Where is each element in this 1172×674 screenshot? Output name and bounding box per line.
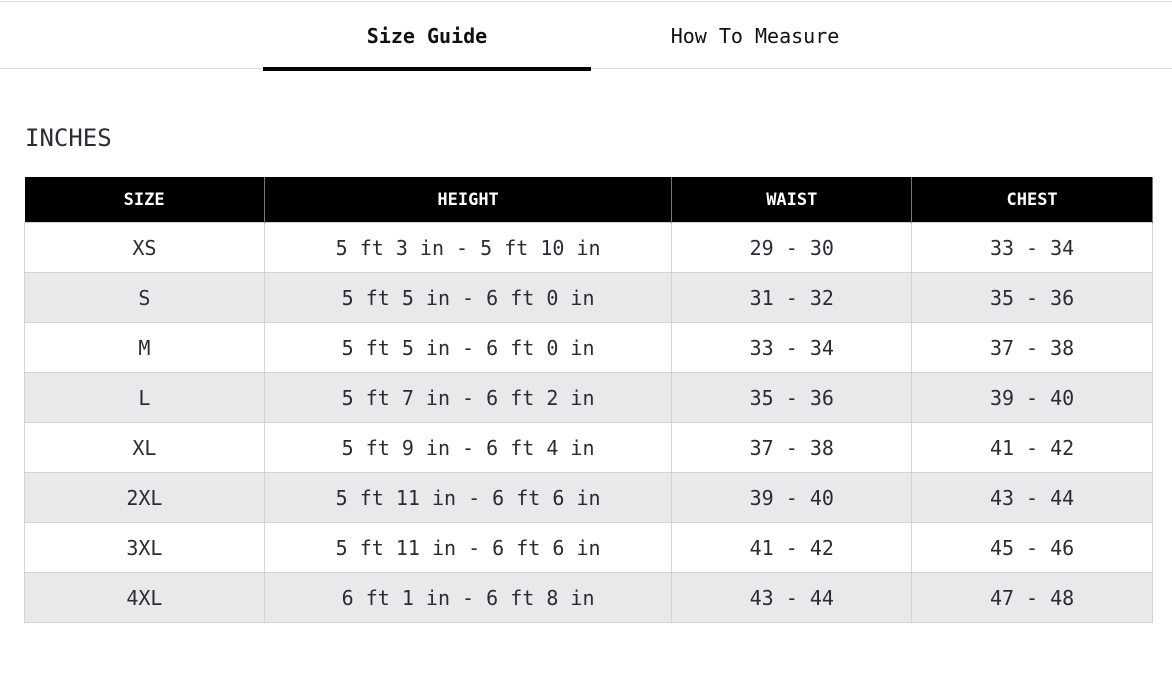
tab-size-guide[interactable]: Size Guide — [263, 2, 591, 71]
cell-size: 4XL — [24, 572, 265, 623]
cell-height: 5 ft 5 in - 6 ft 0 in — [263, 322, 673, 373]
cell-chest: 33 - 34 — [911, 222, 1153, 273]
cell-size: L — [24, 372, 265, 423]
cell-size: XS — [24, 222, 265, 273]
header-waist: WAIST — [671, 177, 913, 223]
cell-height: 5 ft 3 in - 5 ft 10 in — [263, 222, 673, 273]
cell-waist: 43 - 44 — [671, 572, 913, 623]
cell-waist: 37 - 38 — [671, 422, 913, 473]
cell-waist: 35 - 36 — [671, 372, 913, 423]
table-row: XL 5 ft 9 in - 6 ft 4 in 37 - 38 41 - 42 — [24, 422, 1153, 473]
cell-waist: 29 - 30 — [671, 222, 913, 273]
cell-waist: 33 - 34 — [671, 322, 913, 373]
cell-height: 5 ft 11 in - 6 ft 6 in — [263, 472, 673, 523]
cell-size: M — [24, 322, 265, 373]
cell-size: 2XL — [24, 472, 265, 523]
cell-height: 5 ft 9 in - 6 ft 4 in — [263, 422, 673, 473]
tab-how-to-measure[interactable]: How To Measure — [670, 24, 840, 48]
cell-chest: 37 - 38 — [911, 322, 1153, 373]
cell-chest: 41 - 42 — [911, 422, 1153, 473]
cell-size: 3XL — [24, 522, 265, 573]
cell-chest: 47 - 48 — [911, 572, 1153, 623]
cell-size: XL — [24, 422, 265, 473]
unit-heading: INCHES — [25, 124, 112, 152]
cell-size: S — [24, 272, 265, 323]
header-size: SIZE — [24, 177, 265, 223]
table-row: 2XL 5 ft 11 in - 6 ft 6 in 39 - 40 43 - 44 — [24, 472, 1153, 523]
cell-chest: 35 - 36 — [911, 272, 1153, 323]
tab-bar: Size Guide How To Measure — [0, 1, 1172, 71]
cell-waist: 41 - 42 — [671, 522, 913, 573]
cell-chest: 43 - 44 — [911, 472, 1153, 523]
header-chest: CHEST — [911, 177, 1153, 223]
cell-height: 5 ft 5 in - 6 ft 0 in — [263, 272, 673, 323]
table-row: 3XL 5 ft 11 in - 6 ft 6 in 41 - 42 45 - 46 — [24, 522, 1153, 573]
cell-height: 6 ft 1 in - 6 ft 8 in — [263, 572, 673, 623]
cell-chest: 45 - 46 — [911, 522, 1153, 573]
cell-waist: 31 - 32 — [671, 272, 913, 323]
cell-height: 5 ft 7 in - 6 ft 2 in — [263, 372, 673, 423]
table-row: 4XL 6 ft 1 in - 6 ft 8 in 43 - 44 47 - 48 — [24, 572, 1153, 623]
cell-height: 5 ft 11 in - 6 ft 6 in — [263, 522, 673, 573]
table-header-row: SIZE HEIGHT WAIST CHEST — [24, 177, 1153, 223]
cell-waist: 39 - 40 — [671, 472, 913, 523]
cell-chest: 39 - 40 — [911, 372, 1153, 423]
size-table: SIZE HEIGHT WAIST CHEST XS 5 ft 3 in - 5 … — [24, 177, 1153, 623]
table-row: XS 5 ft 3 in - 5 ft 10 in 29 - 30 33 - 34 — [24, 222, 1153, 273]
header-height: HEIGHT — [264, 177, 673, 223]
